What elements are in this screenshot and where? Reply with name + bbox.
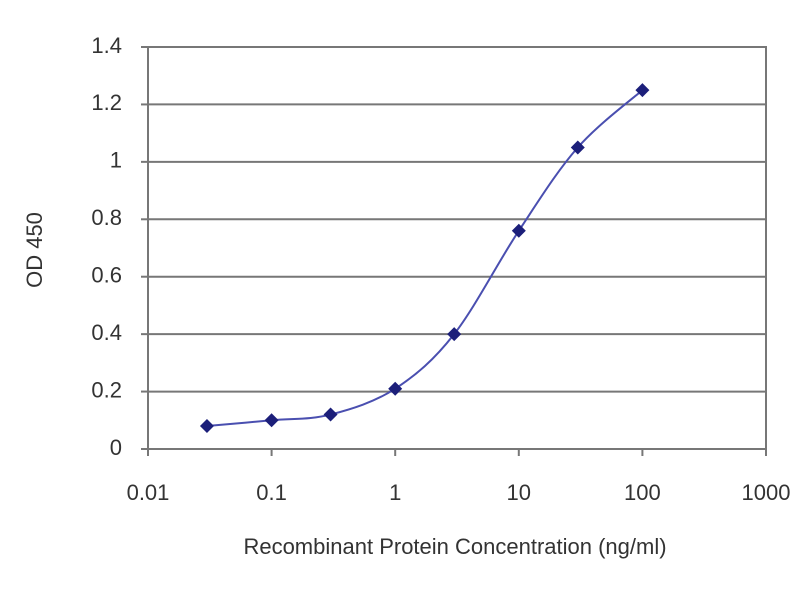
- y-tick-label: 0: [110, 435, 122, 460]
- data-point: [447, 327, 462, 342]
- x-tick-label: 100: [624, 480, 661, 505]
- y-tick-label: 0.6: [91, 263, 122, 288]
- y-tick-label: 1: [110, 148, 122, 173]
- x-axis-label: Recombinant Protein Concentration (ng/ml…: [243, 534, 666, 559]
- y-tick-label: 1.4: [91, 33, 122, 58]
- data-point: [264, 413, 279, 428]
- y-tick-label: 0.8: [91, 205, 122, 230]
- data-point: [570, 140, 585, 155]
- y-axis-label: OD 450: [22, 212, 47, 288]
- x-tick-label: 10: [507, 480, 531, 505]
- x-tick-label: 0.1: [256, 480, 287, 505]
- data-point: [199, 419, 214, 434]
- x-tick-label: 1: [389, 480, 401, 505]
- y-tick-label: 0.2: [91, 377, 122, 402]
- data-point: [388, 381, 403, 396]
- x-tick-label: 1000: [742, 480, 791, 505]
- data-point: [635, 83, 650, 98]
- data-point: [511, 223, 526, 238]
- y-tick-label: 1.2: [91, 90, 122, 115]
- y-tick-label: 0.4: [91, 320, 122, 345]
- plot-border: [147, 46, 767, 450]
- data-point: [323, 407, 338, 422]
- x-tick-label: 0.01: [127, 480, 170, 505]
- data-line: [206, 89, 644, 428]
